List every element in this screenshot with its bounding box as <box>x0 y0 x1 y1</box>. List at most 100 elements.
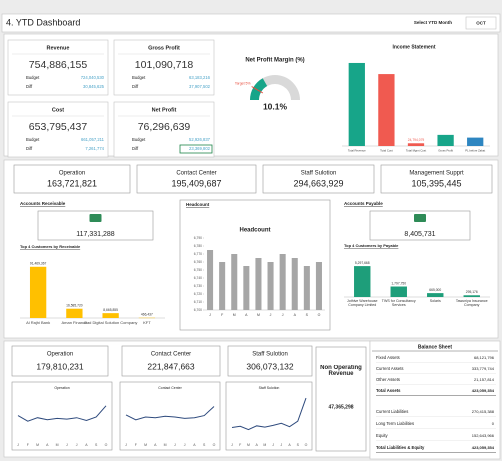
x-tick-label: F <box>135 443 137 447</box>
row-label: Equity <box>376 433 389 438</box>
segment-label: Management Supprt <box>409 171 464 177</box>
row-value: 21,157,814 <box>474 377 495 382</box>
bar <box>348 62 365 146</box>
chart-title: Net Profit Margin (%) <box>245 58 304 64</box>
x-tick-label: S <box>297 443 300 447</box>
bar <box>427 293 444 297</box>
row-value: 152,643,966 <box>472 433 495 438</box>
section-value: 8,405,731 <box>404 231 435 238</box>
segment-label: Operation <box>47 352 73 358</box>
gauge-fill <box>250 78 268 100</box>
label-box: Jothive Warehouse Company Limited <box>346 299 378 308</box>
section-value: 117,331,288 <box>76 231 115 238</box>
bar <box>354 266 371 297</box>
chart-title: Headcount <box>239 228 270 234</box>
x-tick-label: S <box>95 443 98 447</box>
bar <box>315 262 322 310</box>
x-tick-label: J <box>17 443 19 447</box>
x-tick-label: O <box>105 443 108 447</box>
segment-label: Contact Center <box>151 352 191 358</box>
headcount-panel <box>179 199 331 331</box>
x-tick-label: J <box>231 443 233 447</box>
segment-card <box>380 164 493 194</box>
label: 23,369,802 <box>189 146 211 151</box>
row-value: 333,779,744 <box>472 366 495 371</box>
row-label: Total Liabilities & Equity <box>376 445 425 450</box>
data-label: 8,665,855 <box>103 308 118 312</box>
label: 37,907,502 <box>189 84 211 89</box>
label: Budget <box>132 75 146 80</box>
x-tick-label: A <box>46 443 49 447</box>
segment-card <box>315 346 367 452</box>
x-tick-label: Aman Finance <box>61 320 88 325</box>
month-value[interactable]: OCT <box>476 21 486 26</box>
section-title: Accounts Receivable <box>20 201 66 206</box>
kpi-card <box>7 39 109 96</box>
bar <box>303 266 310 310</box>
data-label: 295,176 <box>466 290 478 294</box>
x-tick-label: J <box>282 313 284 317</box>
month-select[interactable] <box>465 16 497 30</box>
x-tick-label: O <box>213 443 216 447</box>
bar <box>207 250 214 310</box>
segment-label: Staff Sulotion <box>301 171 337 177</box>
x-tick-label: J <box>184 443 186 447</box>
segment-card <box>136 164 257 194</box>
x-tick-label: M <box>56 443 59 447</box>
x-tick-label: A <box>245 313 248 317</box>
icon <box>89 214 102 222</box>
bar <box>243 266 250 310</box>
data-label: 665,000 <box>429 288 441 292</box>
chart-title: Top 4 Customers by Payable <box>344 243 399 248</box>
x-tick-label: TWS for Consultancy Services <box>381 299 416 308</box>
segment-value: 105,395,445 <box>411 178 461 188</box>
segment-card <box>121 345 221 377</box>
kpi-value: 76,296,639 <box>138 121 191 133</box>
kpi-title: Gross Profit <box>148 45 180 51</box>
row-label: Current Assets <box>376 366 403 371</box>
segment-label: Operation <box>59 171 85 177</box>
kpi-title: Net Profit <box>152 107 177 113</box>
x-tick-label: M <box>263 443 266 447</box>
gauge-value: 10.1% <box>263 101 288 111</box>
x-tick-label: Tawuniya Insurance Company <box>455 299 488 308</box>
x-tick-label: O <box>305 443 308 447</box>
x-tick-label: J <box>76 443 78 447</box>
bar <box>219 262 226 310</box>
x-tick-label: Gad Digital Solution Company <box>84 320 138 325</box>
section-title: Accounts Payable <box>344 201 383 206</box>
kpi-value: 101,090,718 <box>135 59 194 71</box>
label: 7,261,774 <box>85 146 104 151</box>
target-label: Target 5% <box>235 81 251 85</box>
label: Diff <box>132 146 139 151</box>
row-value: 68,121,796 <box>474 355 495 360</box>
bar <box>463 295 480 297</box>
label: 63,183,216 <box>189 75 211 80</box>
x-tick-label: J <box>272 443 274 447</box>
y-tick-label: 6,730 <box>194 284 202 288</box>
x-tick-label: M <box>36 443 39 447</box>
segment-value: 195,409,687 <box>171 178 221 188</box>
segment-label: Staff Sulotion <box>252 352 288 358</box>
y-tick-label: 6,790 <box>194 236 202 240</box>
segment-label: Non Operating Revenue <box>320 365 362 377</box>
row-label: Fixed Assets <box>376 355 400 360</box>
x-tick-label: F <box>221 313 223 317</box>
x-tick-label: A <box>85 443 88 447</box>
kpi-value: 653,795,437 <box>29 121 88 133</box>
segment-card <box>262 164 375 194</box>
segment-label: Contact Center <box>176 171 216 177</box>
segment-value: 179,810,231 <box>36 361 84 371</box>
kpi-title: Revenue <box>47 45 70 51</box>
label: Select YTD Month <box>414 20 452 25</box>
x-tick-label: Jothive Warehouse Company Limited <box>346 299 378 308</box>
kpi-card <box>113 39 215 96</box>
data-label: 24,794,079 <box>408 138 425 142</box>
label-box: TWS for Consultancy Services <box>381 299 416 308</box>
data-label: 91,469,367 <box>30 262 47 266</box>
segment-card <box>227 345 313 377</box>
label: 52,926,837 <box>189 137 211 142</box>
y-tick-label: 6,780 <box>194 244 202 248</box>
y-tick-label: 6,750 <box>194 268 202 272</box>
